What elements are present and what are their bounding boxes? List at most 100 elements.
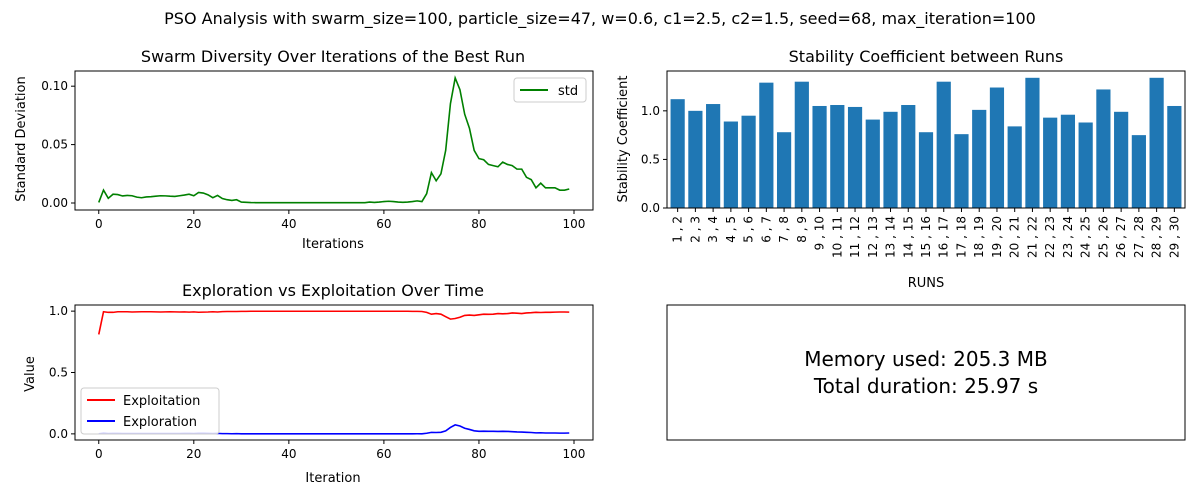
- exploration-axes-frame: [74, 304, 594, 441]
- stability-xtick-label: 1 , 2: [671, 216, 685, 243]
- stability-xtick-label: 18 , 19: [972, 216, 986, 258]
- stability-xtick-label: 17 , 18: [954, 216, 968, 258]
- stability-xtick-label: 6 , 7: [759, 216, 773, 243]
- stability-bar: [972, 109, 987, 208]
- stability-xtick-label: 24 , 25: [1079, 216, 1093, 258]
- exploration-xtick-label: 20: [186, 447, 201, 461]
- info-panel: Memory used: 205.3 MB Total duration: 25…: [666, 304, 1186, 441]
- stability-bar: [741, 115, 756, 208]
- diversity-xtick-label: 100: [563, 217, 586, 231]
- stability-bar: [883, 111, 898, 208]
- diversity-ytick-label: 0.05: [41, 138, 68, 152]
- stability-ytick-label: 0.5: [641, 152, 660, 166]
- stability-bar: [1096, 89, 1111, 208]
- stability-xtick-label: 8 , 9: [795, 216, 809, 243]
- stability-bar: [865, 119, 880, 208]
- diversity-xtick-label: 80: [471, 217, 486, 231]
- diversity-legend: std: [513, 77, 587, 103]
- exploration-xtick-label: 60: [376, 447, 391, 461]
- diversity-xtick-label: 20: [186, 217, 201, 231]
- stability-bar: [706, 104, 721, 208]
- legend-label-exploration: Exploration: [123, 415, 197, 430]
- diversity-axes-frame: [74, 70, 594, 211]
- exploration-legend: Exploitation Exploration: [80, 387, 220, 435]
- stability-bar: [1025, 77, 1040, 208]
- stability-xtick-label: 14 , 15: [901, 216, 915, 258]
- stability-bar: [989, 87, 1005, 208]
- stability-bar: [901, 105, 916, 208]
- stability-xtick-label: 28 , 29: [1150, 216, 1164, 258]
- stability-bar: [847, 106, 863, 208]
- stability-xtick-label: 27 , 28: [1132, 216, 1146, 258]
- stability-bar: [812, 105, 827, 208]
- stability-bar: [1149, 77, 1164, 208]
- stability-xtick-label: 7 , 8: [777, 216, 791, 243]
- stability-bar: [1060, 114, 1076, 208]
- stability-xtick-label: 29 , 30: [1167, 216, 1181, 258]
- stability-axes-frame: [666, 70, 1186, 209]
- stability-bar: [759, 82, 774, 208]
- stability-bar: [1078, 122, 1093, 208]
- stability-bar: [954, 134, 969, 208]
- stability-bar: [776, 132, 792, 208]
- exploration-ytick-label: 0.0: [49, 427, 68, 441]
- exploration-ytick-label: 0.5: [49, 366, 68, 380]
- diversity-xtick-label: 40: [281, 217, 296, 231]
- exploration-xtick-label: 0: [95, 447, 103, 461]
- stability-bar: [723, 121, 738, 208]
- stability-chart-xlabel: RUNS: [908, 276, 945, 291]
- stability-xtick-label: 20 , 21: [1008, 216, 1022, 258]
- stability-xtick-label: 9 , 10: [813, 216, 827, 250]
- diversity-series-std: [98, 75, 570, 204]
- stability-xtick-label: 22 , 23: [1043, 216, 1057, 258]
- stability-bar: [936, 81, 951, 208]
- diversity-xtick-label: 0: [95, 217, 103, 231]
- stability-xtick-label: 5 , 6: [742, 216, 756, 243]
- legend-label-std: std: [558, 84, 578, 99]
- stability-xtick-label: 11 , 12: [848, 216, 862, 258]
- stability-xtick-label: 13 , 14: [884, 216, 898, 258]
- stability-ytick-label: 1.0: [641, 104, 660, 118]
- stability-xtick-label: 4 , 5: [724, 216, 738, 243]
- stability-bar: [670, 99, 685, 208]
- stability-bar: [688, 110, 703, 208]
- stability-xtick-label: 21 , 22: [1025, 216, 1039, 258]
- stability-bar: [1007, 126, 1022, 208]
- exploration-chart-ylabel: Value: [23, 356, 38, 392]
- stability-xtick-label: 12 , 13: [866, 216, 880, 258]
- stability-xtick-label: 2 , 3: [688, 216, 702, 243]
- stability-xtick-label: 15 , 16: [919, 216, 933, 258]
- stability-chart-title: Stability Coefficient between Runs: [789, 47, 1064, 66]
- stability-bar: [1043, 117, 1058, 208]
- stability-xtick-label: 25 , 26: [1096, 216, 1110, 258]
- exploration-chart-title: Exploration vs Exploitation Over Time: [182, 281, 484, 300]
- stability-ytick-label: 0.0: [641, 201, 660, 215]
- legend-label-exploitation: Exploitation: [123, 394, 200, 409]
- stability-chart: Stability Coefficient between Runs RUNS …: [616, 47, 1186, 291]
- stability-xtick-label: 26 , 27: [1114, 216, 1128, 258]
- figure-suptitle: PSO Analysis with swarm_size=100, partic…: [164, 9, 1036, 29]
- exploration-series-exploitation: [97, 310, 570, 335]
- diversity-ytick-label: 0.00: [41, 196, 68, 210]
- stability-xtick-label: 19 , 20: [990, 216, 1004, 258]
- stability-xtick-label: 16 , 17: [937, 216, 951, 258]
- exploration-chart-xlabel: Iteration: [305, 471, 360, 486]
- stability-xtick-label: 23 , 24: [1061, 216, 1075, 258]
- stability-bar: [918, 132, 934, 208]
- stability-bar: [1131, 135, 1146, 208]
- exploration-ytick-label: 1.0: [49, 304, 68, 318]
- stability-bar: [830, 105, 845, 208]
- stability-xtick-label: 10 , 11: [830, 216, 844, 258]
- stability-bar: [1114, 111, 1129, 208]
- exploration-xtick-label: 100: [563, 447, 586, 461]
- diversity-chart-title: Swarm Diversity Over Iterations of the B…: [141, 47, 525, 66]
- diversity-chart-ylabel: Standard Deviation: [14, 76, 29, 201]
- exploration-chart: Exploration vs Exploitation Over Time It…: [23, 281, 594, 486]
- stability-xtick-label: 3 , 4: [706, 216, 720, 243]
- exploration-xtick-label: 80: [471, 447, 486, 461]
- total-duration-text: Total duration: 25.97 s: [813, 374, 1038, 398]
- diversity-xtick-label: 60: [376, 217, 391, 231]
- diversity-chart-xlabel: Iterations: [302, 237, 364, 252]
- stability-chart-ylabel: Stability Coefficient: [616, 75, 631, 202]
